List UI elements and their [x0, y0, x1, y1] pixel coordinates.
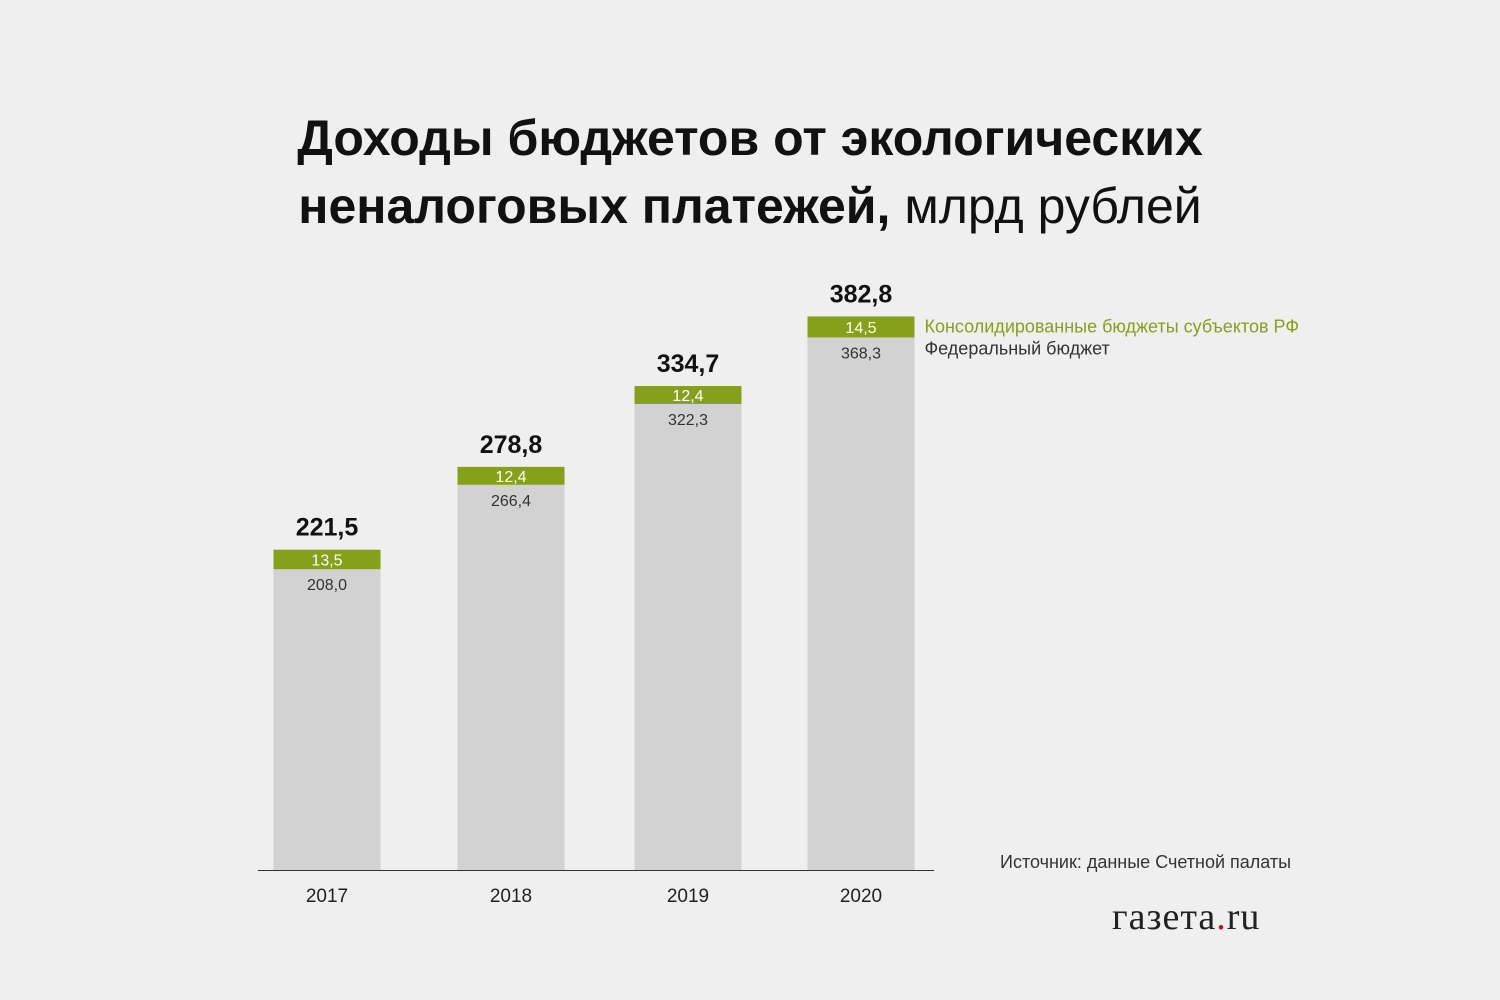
label-regional-2017: 13,5: [311, 552, 342, 569]
label-regional-2020: 14,5: [845, 320, 876, 337]
label-total-2017: 221,5: [296, 514, 359, 542]
logo-tld: ru: [1226, 896, 1261, 938]
label-federal-2020: 368,3: [841, 345, 881, 362]
label-total-2018: 278,8: [480, 431, 543, 459]
label-regional-2019: 12,4: [672, 388, 703, 405]
x-tick-2019: 2019: [667, 886, 709, 907]
bar-federal-2020: [807, 337, 915, 870]
title-line-2-bold: неналоговых платежей,: [298, 178, 891, 234]
bar-regional-2018: [457, 466, 565, 485]
logo-text: газета: [1112, 896, 1217, 938]
bar-regional-2017: [273, 549, 381, 570]
x-tick-2020: 2020: [840, 886, 882, 907]
label-regional-2018: 12,4: [495, 469, 526, 486]
x-tick-2018: 2018: [490, 886, 532, 907]
label-federal-2017: 208,0: [307, 577, 347, 594]
bar-regional-2019: [634, 386, 742, 404]
title-line-2-unit: млрд рублей: [890, 178, 1202, 234]
x-tick-2017: 2017: [306, 886, 348, 907]
bar-federal-2019: [634, 403, 742, 870]
label-federal-2019: 322,3: [668, 412, 708, 429]
bar-federal-2017: [273, 569, 381, 870]
legend-regional: Консолидированные бюджеты субъектов РФ: [925, 316, 1300, 336]
label-total-2019: 334,7: [657, 350, 720, 378]
logo-dot: .: [1216, 896, 1227, 938]
bar-federal-2018: [457, 484, 565, 870]
source-note: Источник: данные Счетной палаты: [1000, 852, 1292, 872]
gazeta-logo[interactable]: газета.ru: [1112, 895, 1260, 939]
title-line-1: Доходы бюджетов от экологических: [297, 110, 1203, 166]
label-federal-2018: 266,4: [491, 493, 531, 510]
label-total-2020: 382,8: [830, 280, 893, 308]
bar-regional-2020: [807, 316, 915, 338]
legend-federal: Федеральный бюджет: [925, 338, 1110, 358]
chart-title: Доходы бюджетов от экологических неналог…: [0, 104, 1500, 240]
